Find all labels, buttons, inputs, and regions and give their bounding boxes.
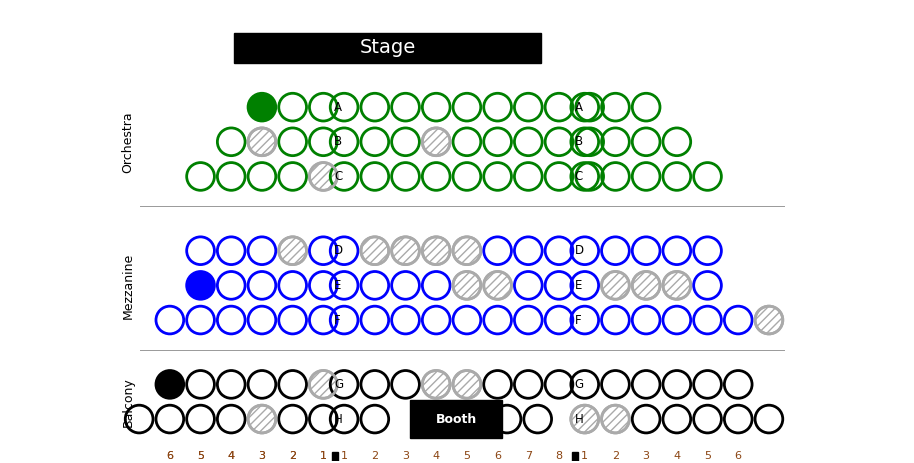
Circle shape [601, 405, 630, 433]
Text: G: G [335, 378, 344, 391]
Circle shape [156, 370, 184, 398]
Text: 1: 1 [320, 451, 327, 461]
Circle shape [248, 93, 276, 121]
Circle shape [186, 271, 215, 299]
Text: E: E [575, 279, 582, 292]
Text: D: D [335, 244, 344, 257]
Circle shape [453, 237, 481, 264]
Text: 4: 4 [674, 451, 680, 461]
Circle shape [632, 271, 660, 299]
Text: A: A [335, 100, 342, 113]
Circle shape [361, 237, 388, 264]
Bar [410, 400, 502, 438]
Circle shape [755, 306, 782, 334]
Text: H: H [335, 413, 343, 425]
Text: 1: 1 [320, 451, 327, 461]
Bar [234, 33, 541, 63]
Circle shape [663, 271, 691, 299]
Circle shape [422, 370, 450, 398]
Text: B: B [575, 135, 583, 148]
Text: 2: 2 [611, 451, 619, 461]
Circle shape [422, 128, 450, 156]
Text: F: F [335, 313, 341, 326]
Circle shape [391, 237, 420, 264]
Circle shape [601, 271, 630, 299]
Text: Balcony: Balcony [122, 377, 134, 426]
Circle shape [248, 128, 276, 156]
Circle shape [248, 405, 276, 433]
Text: G: G [575, 378, 584, 391]
Text: Mezzanine: Mezzanine [122, 252, 134, 319]
Text: Booth: Booth [436, 413, 477, 425]
Text: 7: 7 [525, 451, 532, 461]
Circle shape [310, 370, 337, 398]
Bar [572, 452, 579, 461]
Circle shape [453, 370, 481, 398]
Text: 2: 2 [289, 451, 296, 461]
Text: Stage: Stage [359, 38, 416, 57]
Text: 5: 5 [197, 451, 204, 461]
Circle shape [571, 405, 599, 433]
Text: E: E [335, 279, 342, 292]
Text: 5: 5 [463, 451, 471, 461]
Text: 4: 4 [228, 451, 235, 461]
Text: H: H [575, 413, 583, 425]
Circle shape [484, 271, 512, 299]
Text: C: C [575, 170, 583, 183]
Text: 3: 3 [402, 451, 409, 461]
Text: B: B [335, 135, 343, 148]
Text: 3: 3 [259, 451, 265, 461]
Circle shape [453, 271, 481, 299]
Text: 2: 2 [371, 451, 378, 461]
Text: 1: 1 [581, 451, 589, 461]
Text: 6: 6 [166, 451, 174, 461]
Text: 4: 4 [228, 451, 235, 461]
Bar [332, 452, 337, 461]
Text: 4: 4 [432, 451, 440, 461]
Text: F: F [575, 313, 581, 326]
Text: 3: 3 [643, 451, 650, 461]
Circle shape [310, 163, 337, 190]
Text: Orchestra: Orchestra [122, 111, 134, 173]
Text: 1: 1 [341, 451, 347, 461]
Text: 8: 8 [556, 451, 562, 461]
Text: D: D [575, 244, 584, 257]
Text: 5: 5 [197, 451, 204, 461]
Text: 3: 3 [259, 451, 265, 461]
Text: 2: 2 [289, 451, 296, 461]
Circle shape [279, 237, 306, 264]
Text: C: C [335, 170, 343, 183]
Text: 5: 5 [704, 451, 711, 461]
Circle shape [422, 237, 450, 264]
Text: A: A [575, 100, 583, 113]
Text: 6: 6 [494, 451, 501, 461]
Text: 6: 6 [166, 451, 174, 461]
Text: 6: 6 [735, 451, 742, 461]
